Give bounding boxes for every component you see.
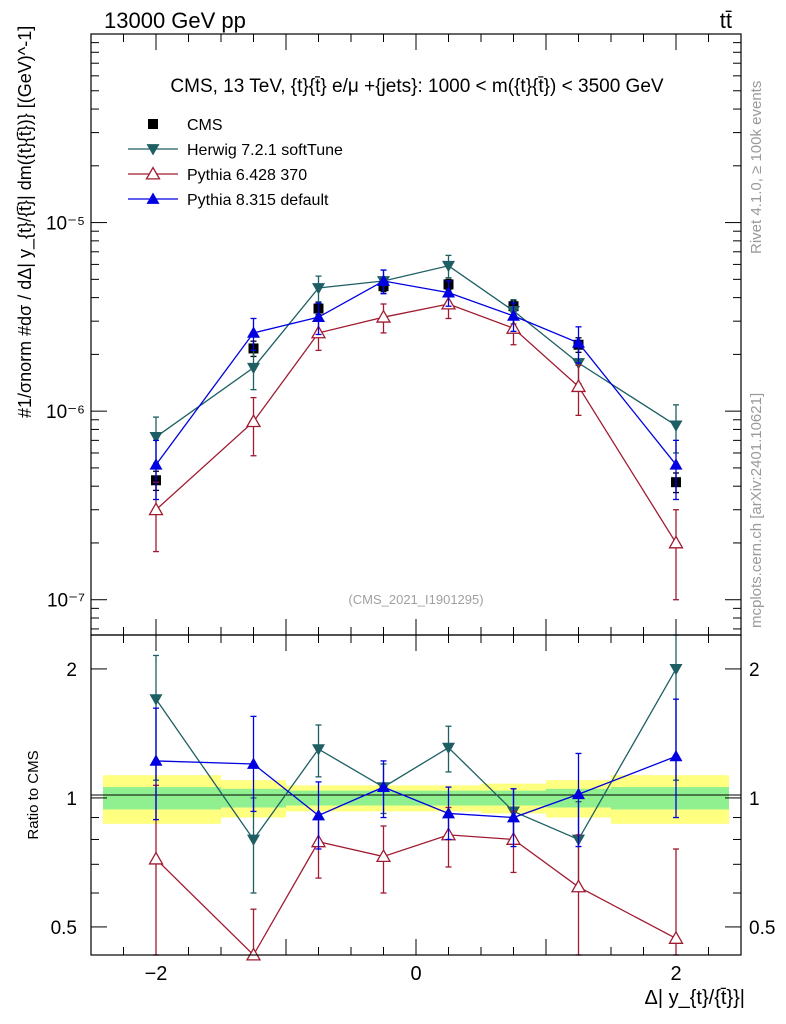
- ratio-frame: [90, 634, 742, 956]
- legend-label: Pythia 8.315 default: [187, 192, 329, 209]
- main-y-tick-label: 10⁻⁶: [46, 402, 85, 423]
- main-y-tick-label: 10⁻⁷: [47, 591, 85, 612]
- ratio-y-tick-label: 2: [66, 660, 77, 681]
- legend-marker: [148, 119, 158, 129]
- ratio-point: [442, 742, 455, 755]
- legend-marker: [146, 192, 160, 204]
- ratio-point: [669, 749, 683, 762]
- data-point: [245, 413, 262, 428]
- legend-label: Herwig 7.2.1 softTune: [187, 142, 343, 159]
- data-point: [247, 362, 260, 375]
- data-point: [442, 286, 455, 298]
- data-point: [572, 358, 585, 370]
- data-point: [377, 274, 390, 286]
- ratio-series-line: [155, 755, 677, 819]
- series-2: [148, 291, 684, 601]
- ratio-point: [377, 780, 390, 792]
- ratio-series-1: [148, 784, 684, 961]
- legend-label: Pythia 6.428 370: [187, 167, 307, 184]
- series-0: [151, 278, 681, 494]
- ratio-y-tick-label: 1: [66, 789, 77, 810]
- main-series-group: [148, 254, 684, 601]
- data-point: [669, 420, 683, 432]
- ratio-point: [572, 787, 585, 800]
- x-tick-label: 0: [410, 963, 421, 985]
- ratio-series-line: [155, 668, 677, 841]
- ratio-point: [442, 806, 455, 819]
- ratio-series-line: [155, 834, 677, 957]
- ratio-y-axis-label: Ratio to CMS: [25, 750, 42, 839]
- ratio-y-tick-label-right: 2: [749, 660, 760, 681]
- ratio-point: [669, 664, 683, 676]
- series-line: [155, 265, 677, 438]
- data-point: [507, 309, 520, 321]
- ratio-series-group: [148, 634, 684, 961]
- legend-marker: [145, 166, 161, 180]
- ratio-point: [668, 930, 684, 944]
- data-point: [669, 458, 683, 470]
- ratio-point: [245, 947, 262, 961]
- x-tick-label: −2: [145, 963, 168, 985]
- main-y-tick-label: 10⁻⁵: [46, 214, 85, 235]
- ratio-y-tick-label: 0.5: [51, 918, 77, 939]
- ratio-point: [312, 808, 325, 821]
- header-energy-label: 13000 GeV pp: [104, 8, 246, 33]
- stat-uncertainty-band: [103, 787, 221, 810]
- ratio-point: [375, 848, 392, 863]
- data-point: [148, 501, 164, 516]
- ratio-point: [507, 811, 520, 823]
- ratio-point: [148, 851, 164, 865]
- data-point: [375, 309, 392, 323]
- mcplots-label: mcplots.cern.ch [arXiv:2401.10621]: [748, 393, 765, 628]
- main-panel: 10⁻⁷ 10⁻⁶ 10⁻⁵ CMS, 13 TeV, {t}{t̄} e/μ +{…: [15, 26, 742, 636]
- rivet-version-label: Rivet 4.1.0, ≥ 100k events: [748, 81, 765, 254]
- ratio-point: [247, 757, 260, 769]
- data-point: [572, 336, 585, 348]
- ratio-series-0: [149, 634, 683, 894]
- ratio-axis-ticks: 0.5 0.5 1 1 2 2 −2 0 2: [51, 635, 775, 985]
- legend: CMS Herwig 7.2.1 softTune Pythia 6.428 370…: [128, 117, 343, 209]
- header-process-label: tt̄: [720, 8, 732, 33]
- ratio-point: [312, 744, 325, 756]
- plot-title: CMS, 13 TeV, {t}{t̄} e/μ +{jets}: 1000 <…: [170, 76, 663, 97]
- ratio-point: [149, 754, 163, 766]
- ratio-point: [570, 879, 587, 893]
- ratio-point: [247, 834, 260, 846]
- ratio-y-tick-label-right: 1: [749, 789, 760, 810]
- x-tick-label: 2: [670, 963, 681, 985]
- data-point: [312, 283, 325, 295]
- stat-uncertainty-band: [611, 787, 729, 810]
- ratio-point: [149, 694, 163, 706]
- data-point: [312, 310, 325, 323]
- x-axis-label: Δ| y_{t}/{t̄}}|: [645, 987, 746, 1009]
- series-line: [155, 280, 677, 466]
- ratio-series-2: [149, 698, 683, 850]
- legend-label: CMS: [187, 117, 223, 134]
- ratio-uncertainty-bands: [103, 775, 729, 824]
- data-point: [570, 378, 587, 393]
- ratio-y-tick-label-right: 0.5: [749, 918, 775, 939]
- data-point: [442, 260, 455, 273]
- series-3: [149, 269, 683, 501]
- data-point: [149, 432, 163, 444]
- data-point: [668, 535, 684, 549]
- series-line: [155, 303, 677, 544]
- legend-marker: [146, 144, 160, 156]
- analysis-watermark: (CMS_2021_I1901295): [348, 592, 483, 607]
- data-point: [149, 458, 163, 470]
- main-y-axis-label: #1/σnorm #dσ / dΔ| y_{t}/{t̄}| dm({t}{t̄…: [15, 26, 36, 418]
- ratio-panel: 0.5 0.5 1 1 2 2 −2 0 2 Ratio to CMS Δ| y_{t}/{t̄…: [25, 634, 775, 1009]
- data-point: [247, 326, 260, 338]
